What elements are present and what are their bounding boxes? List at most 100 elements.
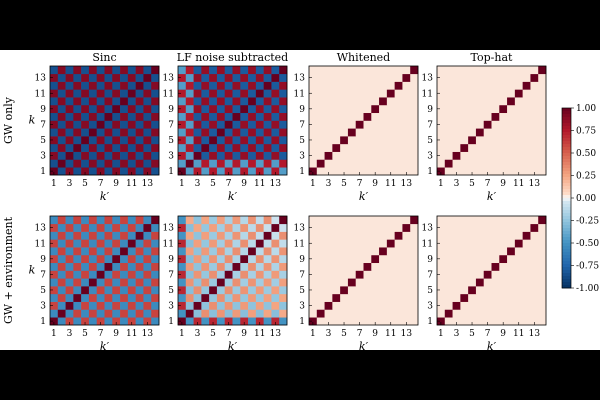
heatmap-cell — [50, 216, 59, 225]
y-tick-label: 9 — [168, 105, 174, 115]
heatmap-cell — [232, 89, 241, 98]
heatmap-cell — [185, 231, 194, 240]
x-tick-label: 3 — [454, 179, 460, 189]
heatmap-cell — [499, 104, 508, 114]
x-tick-label: 5 — [341, 329, 347, 339]
heatmap-cell — [316, 317, 325, 326]
x-tick-label: 5 — [341, 179, 347, 189]
heatmap-cell — [522, 112, 531, 121]
heatmap-cell — [104, 247, 113, 256]
heatmap-cell — [135, 309, 144, 318]
colorbar-segment — [562, 168, 571, 172]
heatmap-cell — [507, 223, 516, 232]
heatmap-cell — [216, 247, 226, 256]
heatmap-cell — [209, 151, 218, 160]
heatmap-cell — [452, 120, 461, 129]
colorbar-segment — [562, 213, 571, 217]
colorbar-segment — [562, 228, 571, 232]
heatmap-cell — [402, 89, 411, 98]
colorbar-segment — [562, 189, 571, 193]
heatmap-cell — [437, 270, 446, 279]
heatmap-cell — [363, 81, 372, 90]
heatmap-cell — [201, 136, 210, 145]
colorbar-tick-label: -0.50 — [576, 239, 599, 249]
heatmap-cell — [216, 317, 226, 326]
heatmap-cell — [240, 301, 249, 310]
heatmap-cell — [316, 254, 325, 264]
heatmap-cell — [240, 159, 249, 168]
colorbar-segment — [562, 201, 571, 205]
heatmap-cell — [178, 262, 187, 271]
heatmap-cell — [402, 159, 411, 168]
heatmap-cell — [127, 151, 136, 160]
heatmap-cell — [81, 278, 90, 287]
heatmap-cell — [340, 223, 349, 232]
y-tick-label: 13 — [294, 74, 306, 84]
heatmap-cell — [65, 136, 74, 145]
colorbar-segment — [562, 255, 571, 259]
heatmap-cell — [263, 247, 272, 256]
heatmap-cell — [507, 286, 516, 295]
heatmap-cell — [363, 136, 372, 145]
x-tick-label: 3 — [195, 179, 201, 189]
heatmap-cell — [491, 97, 500, 106]
y-tick-label: 7 — [299, 270, 305, 280]
heatmap-cell — [460, 151, 469, 160]
x-tick-label: 1 — [179, 329, 185, 339]
heatmap-cell — [410, 286, 419, 295]
heatmap-cell — [371, 167, 380, 176]
heatmap-cell — [201, 81, 210, 90]
heatmap-cell — [491, 89, 500, 98]
heatmap-cell — [444, 278, 453, 287]
heatmap-cell — [193, 231, 202, 240]
heatmap-cell — [491, 66, 500, 75]
colorbar-tick-label: -0.75 — [576, 262, 599, 272]
heatmap-cell — [379, 262, 388, 271]
heatmap-cell — [355, 81, 364, 90]
heatmap-cell — [410, 112, 419, 121]
y-tick-label: 13 — [35, 224, 47, 234]
heatmap-cell — [193, 262, 202, 271]
heatmap-cell — [386, 167, 395, 176]
y-tick-label: 5 — [299, 136, 305, 146]
heatmap-cell — [255, 309, 264, 318]
heatmap-cell — [88, 136, 98, 145]
heatmap-cell — [279, 143, 288, 152]
heatmap-cell — [452, 73, 461, 82]
heatmap-cell — [127, 89, 136, 98]
heatmap-cell — [475, 136, 485, 145]
heatmap-cell — [410, 270, 419, 279]
heatmap-cell — [112, 293, 121, 302]
heatmap-cell — [402, 73, 411, 82]
y-tick-label: 9 — [299, 105, 305, 115]
heatmap-cell — [73, 167, 82, 176]
heatmap-cell — [452, 128, 461, 137]
heatmap-cell — [347, 128, 357, 137]
heatmap-cell — [499, 286, 508, 295]
heatmap-cell — [514, 89, 523, 98]
heatmap-cell — [394, 128, 403, 137]
heatmap-cell — [263, 270, 272, 279]
heatmap-cell — [193, 66, 202, 75]
heatmap-cell — [232, 73, 241, 82]
heatmap-cell — [209, 239, 218, 248]
x-tick-label: 11 — [126, 329, 137, 339]
heatmap-cell — [216, 66, 226, 75]
x-tick-label: 9 — [113, 179, 119, 189]
heatmap-cell — [73, 151, 82, 160]
heatmap-cell — [507, 112, 516, 121]
row-title: GW only — [2, 96, 15, 144]
heatmap-cell — [185, 73, 194, 82]
heatmap-cell — [379, 301, 388, 310]
y-tick-label: 7 — [427, 270, 433, 280]
heatmap-cell — [410, 216, 419, 225]
heatmap-cell — [224, 159, 233, 168]
heatmap-cell — [507, 231, 516, 240]
heatmap-cell — [452, 301, 461, 310]
heatmap-cell — [73, 112, 82, 121]
heatmap-cell — [491, 128, 500, 137]
heatmap-cell — [475, 104, 485, 114]
heatmap-cell — [355, 167, 364, 176]
heatmap-cell — [324, 159, 333, 168]
heatmap-cell — [347, 143, 357, 152]
